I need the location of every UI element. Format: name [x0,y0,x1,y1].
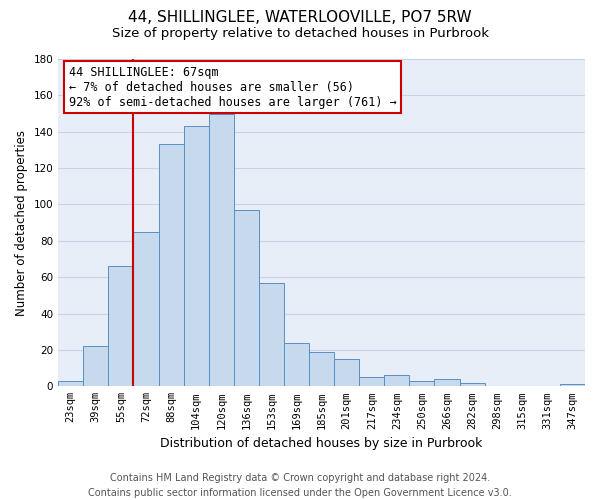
Bar [309,352,334,386]
Bar [83,346,109,387]
Bar [334,359,359,386]
Text: Size of property relative to detached houses in Purbrook: Size of property relative to detached ho… [112,28,488,40]
X-axis label: Distribution of detached houses by size in Purbrook: Distribution of detached houses by size … [160,437,483,450]
Bar [359,377,385,386]
Bar [109,266,133,386]
Bar [234,210,259,386]
Bar [560,384,585,386]
Bar [133,232,158,386]
Bar [434,379,460,386]
Bar [385,376,409,386]
Bar [259,282,284,387]
Bar [409,381,434,386]
Text: 44 SHILLINGLEE: 67sqm
← 7% of detached houses are smaller (56)
92% of semi-detac: 44 SHILLINGLEE: 67sqm ← 7% of detached h… [69,66,397,108]
Bar [184,126,209,386]
Bar [58,381,83,386]
Bar [460,382,485,386]
Text: 44, SHILLINGLEE, WATERLOOVILLE, PO7 5RW: 44, SHILLINGLEE, WATERLOOVILLE, PO7 5RW [128,10,472,25]
Y-axis label: Number of detached properties: Number of detached properties [15,130,28,316]
Bar [209,114,234,386]
Bar [158,144,184,386]
Bar [284,342,309,386]
Text: Contains HM Land Registry data © Crown copyright and database right 2024.
Contai: Contains HM Land Registry data © Crown c… [88,472,512,498]
